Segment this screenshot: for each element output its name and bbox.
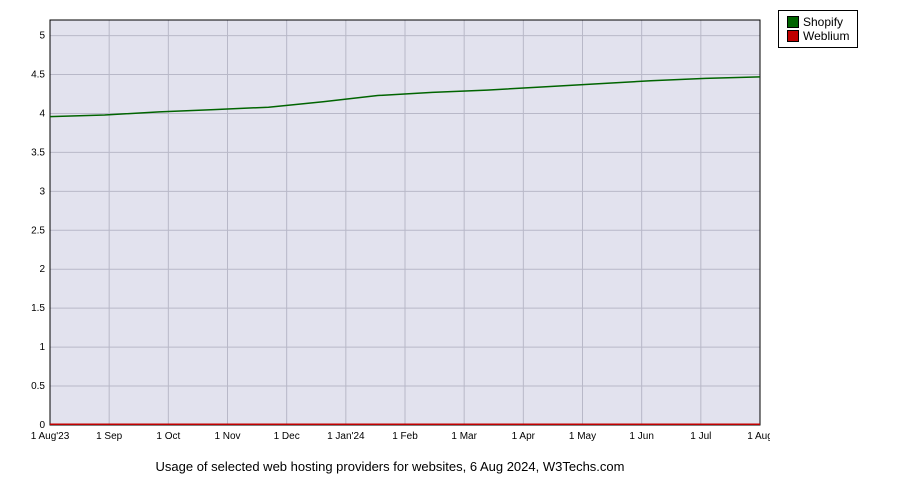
svg-text:1 Nov: 1 Nov [214, 431, 240, 442]
svg-text:0.5: 0.5 [31, 381, 45, 392]
legend-label: Weblium [803, 29, 849, 43]
svg-text:2: 2 [39, 264, 45, 275]
svg-text:0: 0 [39, 420, 45, 431]
legend-swatch [787, 16, 799, 28]
svg-text:1 Sep: 1 Sep [96, 431, 123, 442]
svg-text:1 Aug: 1 Aug [747, 431, 770, 442]
svg-text:1 Apr: 1 Apr [512, 431, 536, 442]
svg-text:1 Aug'23: 1 Aug'23 [31, 431, 70, 442]
svg-text:1 Jun: 1 Jun [629, 431, 653, 442]
svg-text:3.5: 3.5 [31, 147, 45, 158]
legend-item: Weblium [787, 29, 849, 43]
svg-text:1 Jul: 1 Jul [690, 431, 711, 442]
line-chart: 0 0.5 1 1.5 2 2.5 3 3.5 4 4.5 5 1 Aug'23 1 Sep 1 Oct 1… [10, 10, 770, 450]
chart-wrapper: 0 0.5 1 1.5 2 2.5 3 3.5 4 4.5 5 1 Aug'23 1 Sep 1 Oct 1… [10, 10, 890, 474]
svg-text:4.5: 4.5 [31, 70, 45, 81]
svg-text:1 Mar: 1 Mar [451, 431, 477, 442]
svg-text:1 Dec: 1 Dec [274, 431, 300, 442]
legend: ShopifyWeblium [778, 10, 858, 48]
legend-swatch [787, 30, 799, 42]
chart-container: 0 0.5 1 1.5 2 2.5 3 3.5 4 4.5 5 1 Aug'23 1 Sep 1 Oct 1… [10, 10, 770, 474]
svg-text:1 Feb: 1 Feb [392, 431, 418, 442]
chart-caption: Usage of selected web hosting providers … [10, 459, 770, 474]
svg-text:1 Oct: 1 Oct [156, 431, 180, 442]
svg-text:2.5: 2.5 [31, 225, 45, 236]
svg-text:3: 3 [39, 186, 45, 197]
svg-text:5: 5 [39, 31, 45, 42]
svg-text:4: 4 [39, 108, 45, 119]
legend-label: Shopify [803, 15, 843, 29]
svg-text:1: 1 [39, 342, 45, 353]
svg-text:1 Jan'24: 1 Jan'24 [327, 431, 365, 442]
svg-text:1.5: 1.5 [31, 303, 45, 314]
svg-text:1 May: 1 May [569, 431, 596, 442]
legend-item: Shopify [787, 15, 849, 29]
